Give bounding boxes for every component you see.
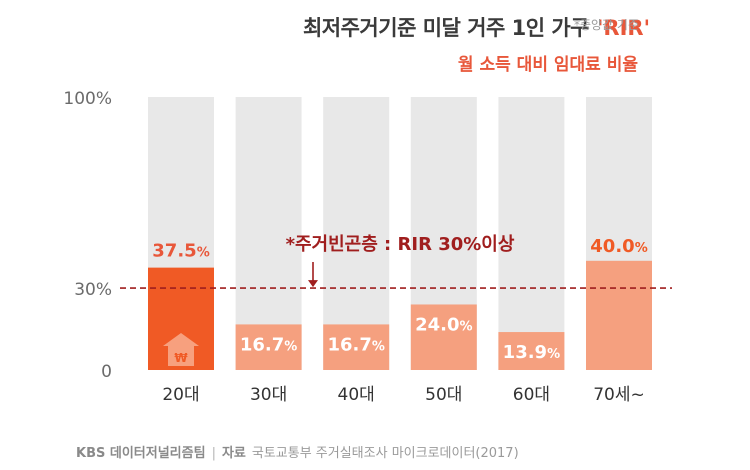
y-axis: 0 30% 100% bbox=[63, 89, 112, 382]
footer-source-label: 자료 bbox=[221, 446, 246, 461]
x-axis: 20대 30대 40대 50대 60대 70세~ bbox=[162, 385, 644, 405]
house-roof-shape bbox=[163, 333, 199, 346]
house-body-shape bbox=[168, 346, 194, 366]
x-tick-label: 70세~ bbox=[593, 385, 645, 405]
x-tick-label: 50대 bbox=[425, 385, 462, 405]
x-tick-label: 30대 bbox=[250, 385, 287, 405]
reference-line-group: *주거빈곤층 : RIR 30%이상 bbox=[120, 234, 672, 289]
won-symbol: ₩ bbox=[174, 351, 188, 365]
reference-arrow-head bbox=[308, 280, 318, 288]
bar bbox=[323, 324, 390, 370]
x-tick-label: 60대 bbox=[513, 385, 550, 405]
y-tick-label: 100% bbox=[63, 89, 112, 109]
y-tick-label: 0 bbox=[101, 362, 112, 382]
data-label: 24.0% bbox=[415, 314, 472, 335]
x-tick-label: 40대 bbox=[338, 385, 375, 405]
bar bbox=[235, 324, 302, 370]
bar-track bbox=[498, 97, 565, 370]
title-note: *중앙값 기준 bbox=[574, 18, 640, 32]
data-labels: 37.5% 16.7% 16.7% 24.0% 13.9% 40.0% bbox=[152, 236, 647, 363]
y-tick-label: 30% bbox=[74, 280, 112, 300]
data-label: 16.7% bbox=[240, 334, 297, 355]
chart-title: 최저주거기준 미달 거주 1인 가구 'RIR' bbox=[303, 12, 650, 42]
x-tick-label: 20대 bbox=[162, 385, 199, 405]
chart-subtitle: 월 소득 대비 임대료 비율 bbox=[457, 55, 638, 75]
bar bbox=[498, 332, 565, 370]
bars: ₩ bbox=[148, 260, 652, 370]
footer: KBS 데이터저널리즘팀 | 자료 국토교통부 주거실태조사 마이크로데이터(2017… bbox=[76, 442, 519, 461]
data-label: 37.5% bbox=[152, 241, 209, 262]
footer-divider: | bbox=[211, 446, 216, 461]
reference-label: *주거빈곤층 : RIR 30%이상 bbox=[286, 234, 515, 255]
bar bbox=[586, 260, 652, 370]
data-label: 40.0% bbox=[590, 236, 647, 257]
footer-brand: KBS 데이터저널리즘팀 bbox=[76, 446, 206, 461]
data-label: 16.7% bbox=[327, 334, 384, 355]
data-label: 13.9% bbox=[503, 342, 560, 363]
house-won-icon: ₩ bbox=[163, 333, 199, 366]
title-highlight: 'RIR' bbox=[596, 16, 650, 40]
title-text: 최저주거기준 미달 거주 1인 가구 bbox=[302, 16, 590, 40]
footer-source: 국토교통부 주거실태조사 마이크로데이터(2017) bbox=[251, 446, 519, 461]
bar bbox=[410, 304, 477, 370]
